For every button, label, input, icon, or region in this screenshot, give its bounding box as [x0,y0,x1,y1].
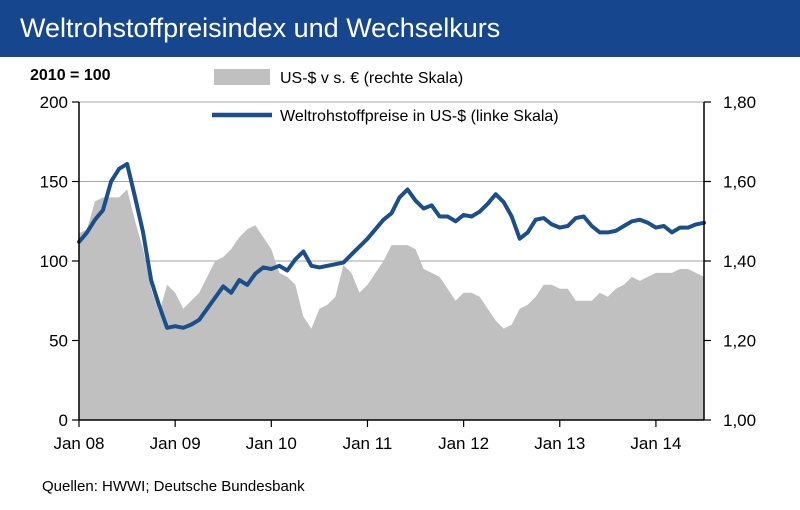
x-tick-label: Jan 14 [630,434,681,453]
left-tick-label: 100 [40,252,68,271]
x-tick-label: Jan 12 [438,434,489,453]
source-note: Quellen: HWWI; Deutsche Bundesbank [42,478,305,495]
right-tick-label: 1,20 [723,332,756,351]
left-tick-label: 50 [49,332,68,351]
area-usd-eur [79,189,704,420]
axes: 0 50 100 150 200 1,00 1,20 1,40 1,60 1,80 Jan 08 Ja… [40,93,756,453]
legend-label-line: Weltrohstoffpreise in US-$ (linke Skala) [280,108,559,125]
left-tick-label: 0 [59,411,68,430]
x-tick-label: Jan 08 [53,434,104,453]
base-label: 2010 = 100 [30,67,111,84]
line-commodity-prices [77,162,706,330]
right-tick-label: 1,60 [723,173,756,192]
right-tick-label: 1,40 [723,252,756,271]
legend-swatch-area [214,69,270,85]
line-series-commodity-prices [77,162,706,330]
chart-title: Weltrohstoffpreisindex und Wechselkurs [0,0,800,57]
x-tick-label: Jan 11 [343,434,393,453]
legend-label-area: US-$ v s. € (rechte Skala) [280,70,463,87]
x-tick-label: Jan 09 [150,434,201,453]
x-tick-label: Jan 13 [534,434,585,453]
right-tick-label: 1,80 [723,93,756,112]
right-tick-label: 1,00 [723,411,756,430]
left-tick-label: 150 [40,173,68,192]
left-tick-label: 200 [40,93,68,112]
x-tick-label: Jan 10 [246,434,297,453]
legend: US-$ v s. € (rechte Skala) Weltrohstoffpr… [212,69,559,125]
chart: 0 50 100 150 200 1,00 1,20 1,40 1,60 1,80 Jan 08 Ja… [30,67,756,453]
area-series-usd-eur [79,189,704,420]
